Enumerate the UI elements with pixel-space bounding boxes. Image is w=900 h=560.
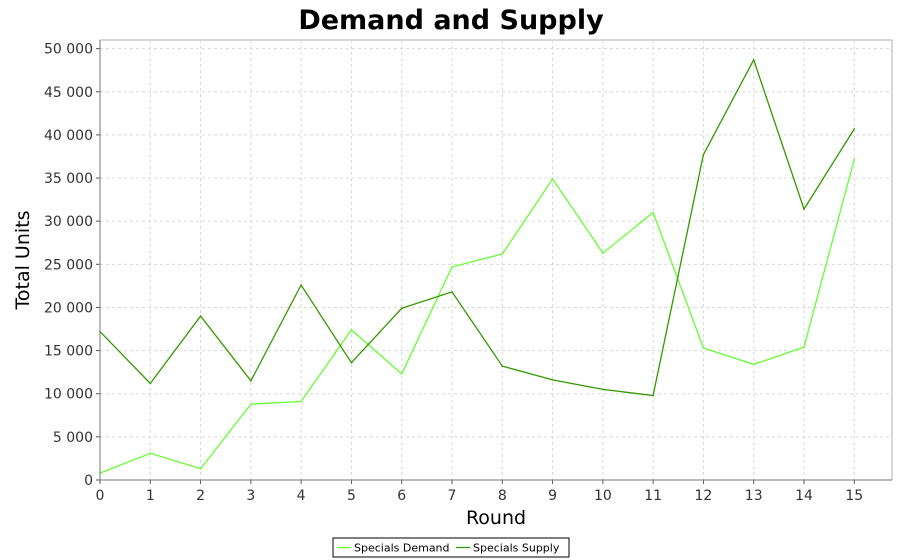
x-tick-label: 4 (297, 488, 306, 504)
data-point (149, 452, 152, 455)
legend-box (332, 537, 570, 558)
x-tick-label: 9 (548, 488, 557, 504)
series-line-demand (99, 158, 855, 474)
series-line-supply (99, 58, 855, 397)
data-point (451, 291, 453, 293)
data-point (602, 252, 604, 254)
data-point (803, 346, 805, 348)
y-tick-label: 40 000 (44, 128, 93, 144)
data-point (501, 253, 504, 255)
x-tick-label: 3 (246, 488, 255, 504)
data-point (853, 128, 856, 130)
data-point (853, 158, 856, 160)
data-point (551, 379, 554, 381)
data-point (602, 388, 604, 391)
x-tick-label: 10 (594, 488, 612, 504)
data-point (300, 284, 302, 286)
y-axis-label: Total Units (12, 211, 34, 311)
data-point (702, 347, 705, 349)
y-tick-label: 35 000 (44, 171, 93, 187)
legend: Specials Demand Specials Supply (332, 537, 570, 558)
x-tick-label: 7 (448, 488, 457, 504)
legend-label: Specials Demand (354, 542, 450, 555)
x-tick-label: 13 (745, 488, 763, 504)
y-tick-label: 45 000 (44, 85, 93, 101)
data-point (250, 403, 252, 405)
plot-area (99, 39, 893, 481)
x-axis-label: Round (466, 507, 526, 529)
data-point (149, 382, 152, 385)
data-point (250, 379, 252, 382)
data-point (652, 211, 654, 214)
x-tick-label: 15 (845, 488, 863, 504)
y-tick-label: 30 000 (44, 214, 93, 230)
y-tick-label: 50 000 (44, 42, 93, 58)
y-tick-label: 20 000 (44, 300, 93, 316)
data-point (350, 361, 353, 364)
y-tick-label: 15 000 (44, 344, 93, 360)
x-tick-label: 14 (795, 488, 813, 504)
x-tick-label: 5 (347, 488, 356, 504)
x-tick-label: 1 (146, 488, 155, 504)
x-tick-label: 11 (644, 488, 662, 504)
y-tick-label: 0 (84, 473, 93, 489)
data-point (501, 365, 504, 367)
data-point (551, 178, 554, 180)
series-lines (99, 58, 856, 474)
y-tick-label: 10 000 (44, 387, 93, 403)
legend-label: Specials Supply (473, 542, 560, 555)
data-point (199, 467, 202, 470)
x-tick-labels: 0 1 2 3 4 5 6 7 8 9 10 11 12 13 14 15 (96, 488, 864, 504)
data-point (752, 363, 755, 366)
data-point (803, 208, 805, 210)
y-tick-label: 25 000 (44, 257, 93, 273)
y-tick-label: 5 000 (53, 430, 93, 446)
data-point (702, 153, 705, 156)
data-point (652, 394, 654, 397)
data-point (752, 59, 755, 61)
axes (96, 40, 892, 484)
x-tick-label: 12 (695, 488, 713, 504)
grid-lines (100, 40, 892, 480)
data-point (350, 329, 353, 331)
chart-title: Demand and Supply (298, 5, 604, 36)
x-tick-label: 0 (96, 488, 105, 504)
x-tick-label: 2 (196, 488, 205, 504)
data-point (400, 307, 403, 310)
data-point (199, 315, 202, 317)
data-point (451, 266, 453, 268)
y-tick-labels: 0 5 000 10 000 15 000 20 000 25 000 30 000 35 0… (44, 42, 93, 489)
data-point (300, 400, 302, 403)
x-tick-label: 6 (397, 488, 406, 504)
x-tick-label: 8 (498, 488, 507, 504)
data-point (400, 373, 403, 375)
